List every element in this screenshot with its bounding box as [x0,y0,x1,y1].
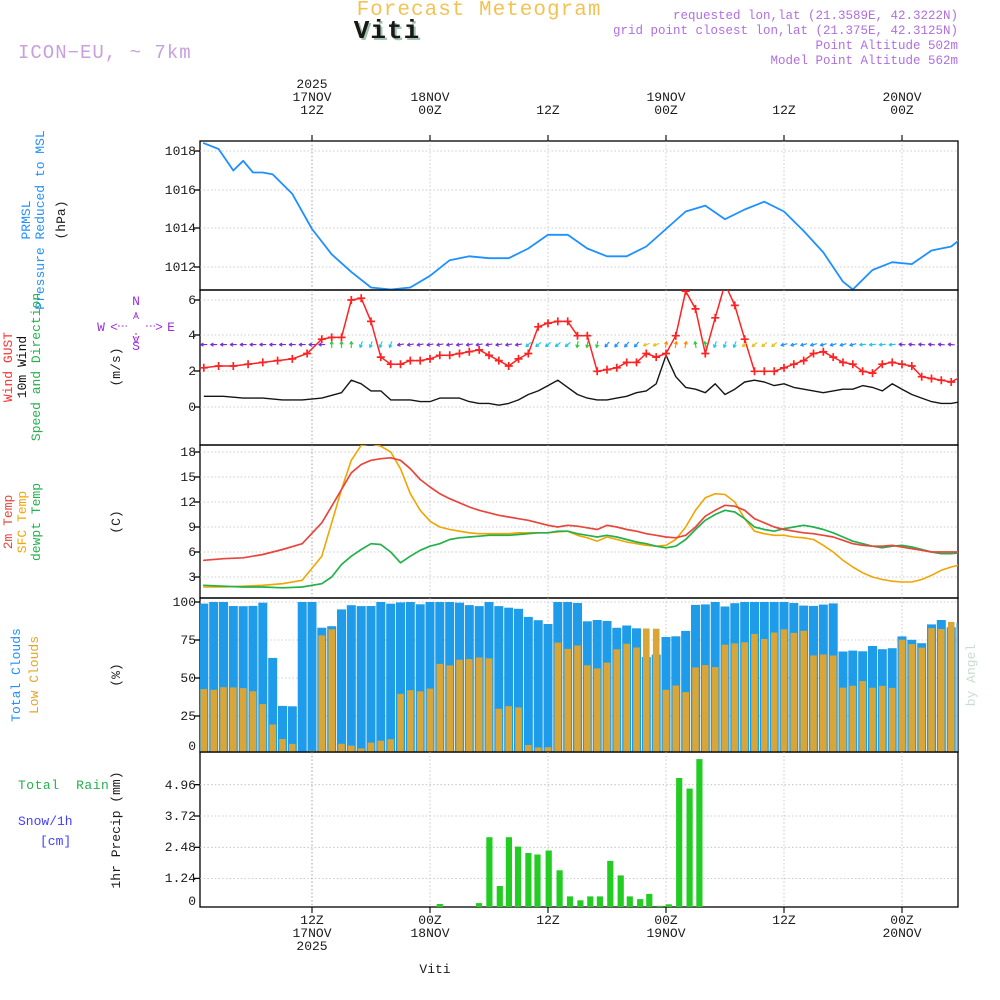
svg-text:dewpt Temp: dewpt Temp [29,483,44,561]
svg-text:18: 18 [180,445,196,460]
svg-text:0: 0 [188,400,196,415]
svg-text:Point Altitude 502m: Point Altitude 502m [815,39,958,53]
svg-text:12Z: 12Z [300,103,324,118]
svg-text:1016: 1016 [165,183,196,198]
svg-text:>: > [155,320,163,335]
svg-text:N: N [132,294,140,309]
svg-text:19NOV: 19NOV [646,926,685,941]
svg-text:0: 0 [188,894,196,909]
svg-text:(hPa): (hPa) [54,200,69,239]
svg-text:1018: 1018 [165,144,196,159]
svg-text:3: 3 [188,570,196,585]
svg-text:12Z: 12Z [536,913,560,928]
svg-text:9: 9 [188,520,196,535]
svg-text:(m/s): (m/s) [109,347,124,386]
svg-text:SFC Temp: SFC Temp [15,491,30,553]
svg-text:1014: 1014 [165,221,196,236]
svg-text:2.48: 2.48 [165,840,196,855]
svg-text:Low Clouds: Low Clouds [27,636,42,714]
svg-text:2: 2 [188,364,196,379]
svg-text:requested lon,lat (21.3589E, 4: requested lon,lat (21.3589E, 42.3222N) [673,9,958,23]
svg-text:v: v [132,332,140,347]
svg-text:2025: 2025 [296,939,327,954]
svg-text:ICON−EU, ~ 7km: ICON−EU, ~ 7km [18,42,192,64]
svg-text:12Z: 12Z [772,913,796,928]
svg-text:2m Temp: 2m Temp [1,495,16,550]
svg-text:Total Rain: Total Rain [18,778,109,793]
svg-text:(C): (C) [109,510,124,533]
svg-text:<: < [110,320,118,335]
svg-text:4: 4 [188,328,196,343]
svg-text:00Z: 00Z [654,103,678,118]
svg-text:by Angel: by Angel [964,644,979,707]
svg-text:50: 50 [180,671,196,686]
svg-text:100: 100 [173,595,196,610]
svg-text:1012: 1012 [165,260,196,275]
svg-text:Viti: Viti [419,962,450,977]
svg-text:6: 6 [188,545,196,560]
svg-text:PRMSL: PRMSL [19,200,34,239]
svg-text:6: 6 [188,293,196,308]
svg-text:12Z: 12Z [772,103,796,118]
svg-text:25: 25 [180,709,196,724]
svg-text:75: 75 [180,633,196,648]
svg-text:3.72: 3.72 [165,809,196,824]
svg-text:20NOV: 20NOV [882,926,921,941]
svg-text:12Z: 12Z [536,103,560,118]
svg-text:Speed and Direction: Speed and Direction [29,293,44,441]
svg-text:Total Clouds: Total Clouds [9,628,24,722]
svg-text:^: ^ [132,311,140,326]
svg-text:12: 12 [180,495,196,510]
svg-text:Viti: Viti [354,16,420,46]
svg-text:00Z: 00Z [890,103,914,118]
svg-text:Model Point Altitude 562m: Model Point Altitude 562m [770,54,958,68]
svg-text:1.24: 1.24 [165,871,196,886]
svg-text:Wind GUST: Wind GUST [1,332,16,402]
svg-text:grid point closest lon,lat (21: grid point closest lon,lat (21.375E, 42.… [613,24,958,38]
svg-text:[cm]: [cm] [40,834,71,849]
svg-text:E: E [167,320,175,335]
svg-text:18NOV: 18NOV [410,926,449,941]
svg-text:W: W [97,320,105,335]
svg-text:Pressure Reduced to MSL: Pressure Reduced to MSL [33,130,48,309]
svg-text:(%): (%) [109,663,124,686]
svg-text:4.96: 4.96 [165,778,196,793]
svg-text:1hr Precip (mm): 1hr Precip (mm) [109,771,124,888]
svg-text:Snow/1h: Snow/1h [18,814,73,829]
svg-text:0: 0 [188,739,196,754]
svg-text:15: 15 [180,470,196,485]
svg-text:10m Wind: 10m Wind [15,336,30,398]
svg-text:00Z: 00Z [418,103,442,118]
